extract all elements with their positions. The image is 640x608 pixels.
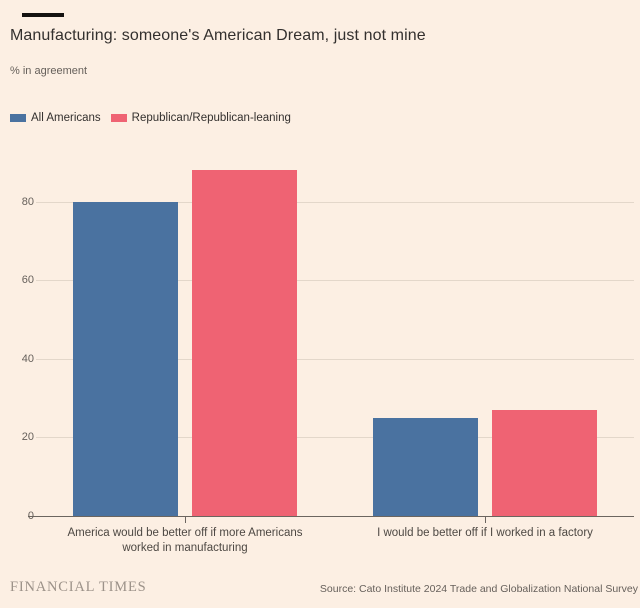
bar-all-americans-group2 — [373, 417, 478, 516]
gridline-20 — [36, 437, 634, 439]
legend-label-all-americans: All Americans — [31, 112, 101, 124]
legend-label-republican: Republican/Republican-leaning — [131, 112, 291, 124]
bar-all-americans-group1 — [73, 201, 178, 516]
gridline-40 — [36, 358, 634, 360]
legend-item-republican: Republican/Republican-leaning — [110, 112, 291, 124]
y-tick-label-0: 0 — [27, 510, 34, 522]
legend-item-all-americans: All Americans — [10, 112, 101, 124]
chart-subtitle: % in agreement — [10, 65, 88, 77]
bar-republican-republican-leaning-group2 — [492, 409, 597, 516]
bar-republican-republican-leaning-group1 — [192, 170, 297, 516]
ft-logo: FINANCIAL TIMES — [10, 579, 147, 595]
x-tick-group1 — [185, 517, 186, 523]
chart-legend: All Americans Republican/Republican-lean… — [10, 112, 291, 124]
y-tick-label-20: 20 — [21, 431, 34, 444]
source-note: Source: Cato Institute 2024 Trade and Gl… — [319, 583, 638, 595]
y-tick-label-60: 60 — [21, 274, 34, 287]
x-axis-line — [28, 516, 634, 517]
chart-title: Manufacturing: someone's American Dream,… — [10, 27, 426, 44]
gridline-60 — [36, 280, 634, 282]
y-tick-label-80: 80 — [21, 195, 34, 208]
gridline-80 — [36, 201, 634, 203]
ft-accent-bar — [22, 13, 64, 17]
legend-swatch-red — [110, 114, 127, 122]
x-tick-group2 — [485, 517, 486, 523]
category-label-group1: America would be better off if more Amer… — [67, 527, 303, 554]
y-tick-label-40: 40 — [21, 352, 34, 365]
category-label-group2: I would be better off if I worked in a f… — [377, 527, 593, 539]
legend-swatch-blue — [10, 114, 26, 122]
